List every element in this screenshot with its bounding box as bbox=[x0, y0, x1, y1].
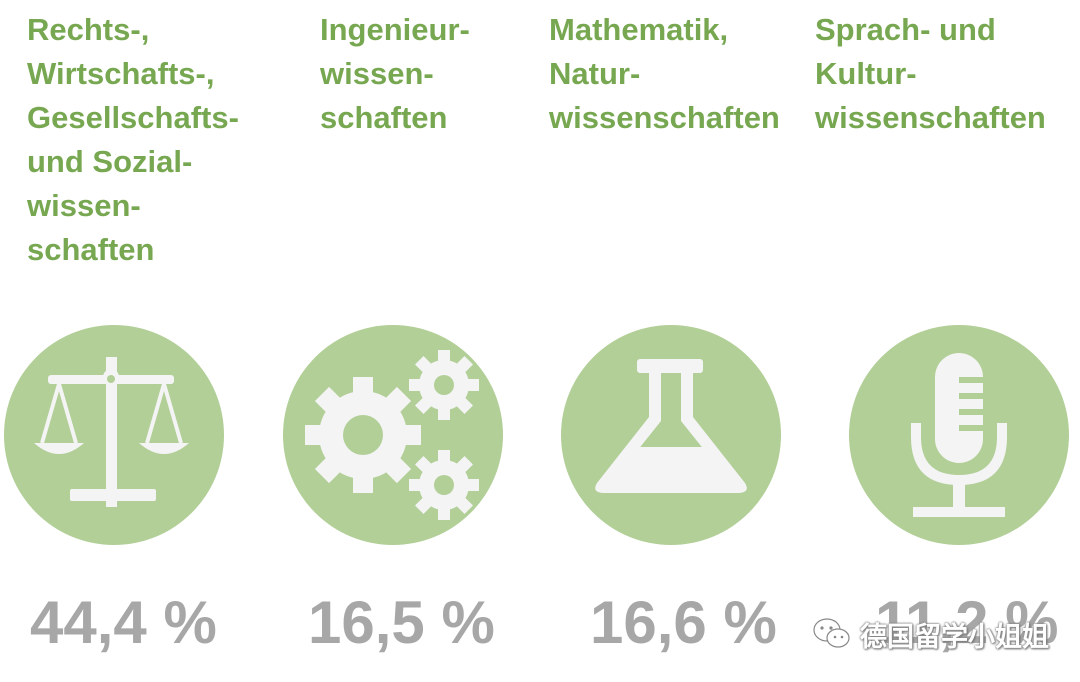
watermark: 德国留学小姐姐 bbox=[812, 612, 1049, 656]
gears-icon bbox=[305, 350, 479, 520]
category-icon-circle bbox=[283, 325, 503, 545]
category-icon-circle bbox=[4, 325, 224, 545]
category-title: Ingenieur- wissen- schaften bbox=[320, 12, 470, 135]
category-title: Sprach- und Kultur- wissenschaften bbox=[815, 12, 1046, 135]
category-icon-circle bbox=[849, 325, 1069, 545]
category-icon-circle bbox=[561, 325, 781, 545]
category-percentage: 44,4 % bbox=[30, 589, 217, 656]
scales-icon bbox=[34, 357, 189, 507]
microphone-icon bbox=[911, 353, 1007, 517]
category-percentage: 16,6 % bbox=[590, 589, 777, 656]
category-title: Rechts-, Wirtschafts-, Gesellschafts- un… bbox=[27, 12, 239, 267]
category-title: Mathematik, Natur- wissenschaften bbox=[549, 12, 780, 135]
category-percentage: 11,2 % bbox=[875, 589, 1059, 656]
flask-icon bbox=[595, 359, 747, 493]
watermark-text: 德国留学小姐姐 bbox=[860, 621, 1049, 652]
category-percentage: 16,5 % bbox=[308, 589, 495, 656]
wechat-icon bbox=[813, 618, 850, 648]
